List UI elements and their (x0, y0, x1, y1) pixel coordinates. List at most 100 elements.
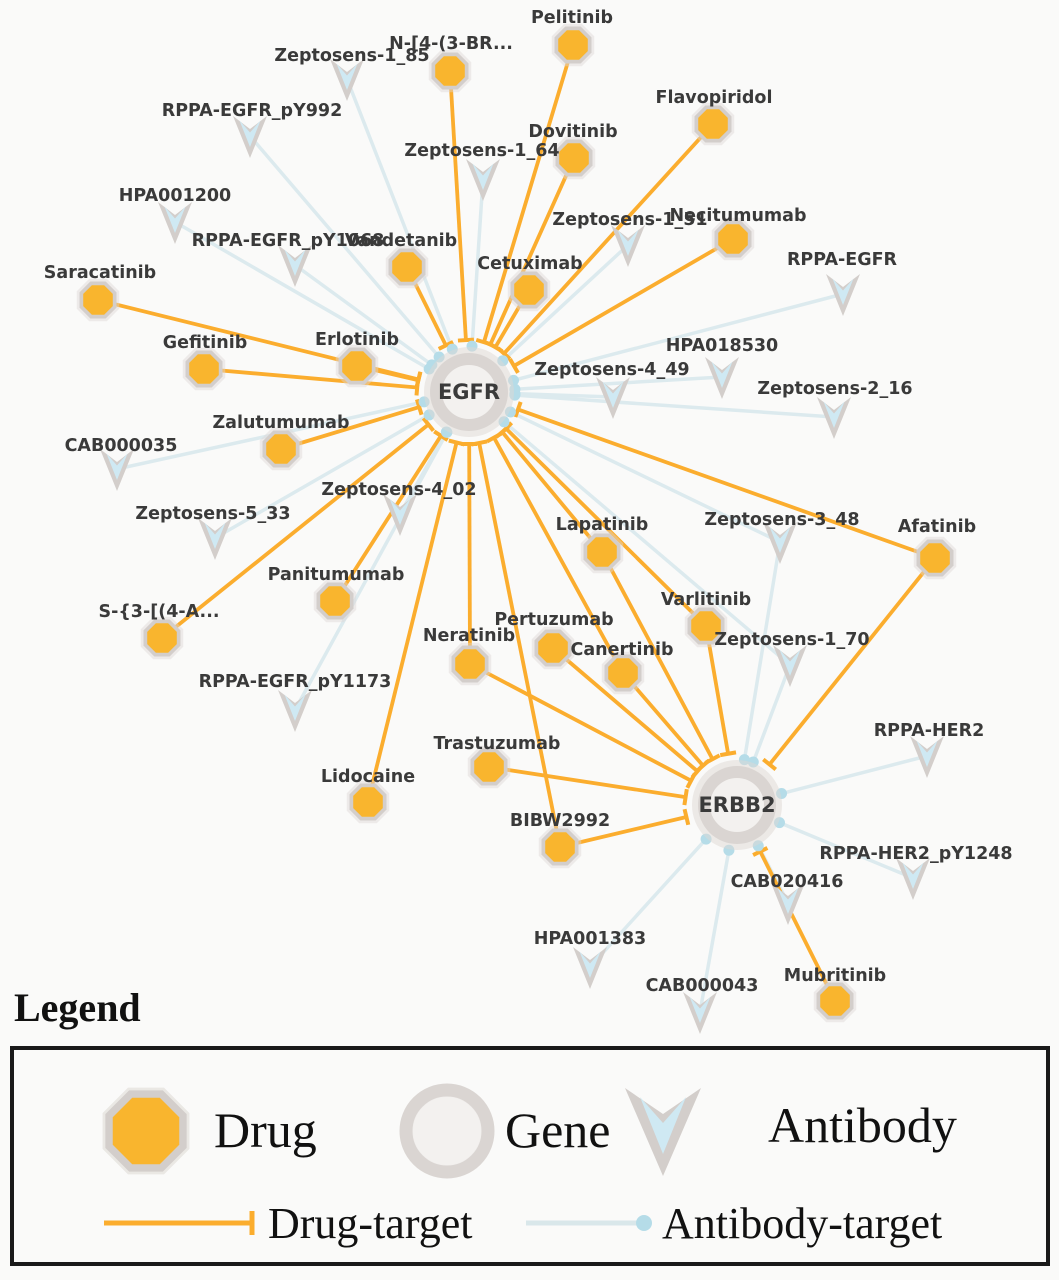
antibody-chevron (204, 522, 226, 549)
antibody-chevron (777, 887, 799, 914)
node-erlotinib[interactable] (335, 344, 379, 388)
node-zeptosens_4_02[interactable] (383, 494, 417, 536)
node-hpa001200[interactable] (158, 202, 192, 244)
node-egfr[interactable]: EGFR (424, 347, 514, 437)
node-saracatinib[interactable] (76, 278, 120, 322)
node-hpa001383[interactable] (573, 947, 607, 989)
antibody-chevron (284, 249, 306, 276)
edge-rppa_egfr_py1173-egfr (293, 431, 449, 711)
node-label-flavopiridol: Flavopiridol (656, 88, 773, 108)
node-n_4_3br[interactable] (428, 49, 472, 93)
antibody-chevron (239, 120, 261, 147)
drug-octagon (455, 649, 485, 679)
node-s_3_4a[interactable] (140, 616, 184, 660)
edge-zeptosens_4_49-egfr (514, 391, 614, 399)
node-label-cetuximab: Cetuximab (477, 254, 582, 274)
edge-flavopiridol-egfr (502, 122, 715, 355)
drug-octagon (353, 787, 383, 817)
node-zeptosens_5_33[interactable] (198, 518, 232, 560)
node-cab000043[interactable] (683, 992, 717, 1034)
antibody-chevron (902, 862, 924, 889)
drug-target-tee (498, 421, 514, 436)
node-afatinib[interactable] (913, 536, 957, 580)
node-label-dovitinib: Dovitinib (528, 122, 617, 142)
node-rppa_egfr_py1173[interactable] (278, 690, 312, 732)
node-bibw2992[interactable] (538, 825, 582, 869)
node-dovitinib[interactable] (552, 136, 596, 180)
node-flavopiridol[interactable] (691, 102, 735, 146)
node-label-hpa001383: HPA001383 (534, 929, 646, 949)
node-label-rppa_egfr: RPPA-EGFR (787, 250, 898, 270)
node-lidocaine[interactable] (346, 780, 390, 824)
edge-n_4_3br-egfr (448, 70, 468, 341)
drug-target-tee (421, 417, 435, 433)
node-gefitinib[interactable] (182, 347, 226, 391)
node-label-s_3_4a: S-{3-[(4-A... (98, 602, 219, 622)
node-label-gefitinib: Gefitinib (163, 333, 248, 353)
node-zeptosens_1_64[interactable] (466, 159, 500, 201)
edge-panitumumab-egfr (333, 434, 443, 603)
node-zeptosens_1_70[interactable] (773, 645, 807, 687)
node-zeptosens_4_49[interactable] (596, 377, 630, 419)
edge-rppa_egfr_py1068-egfr (293, 263, 433, 367)
node-rppa_her2_py1248[interactable] (896, 858, 930, 900)
edge-varlitinib-egfr (504, 427, 708, 628)
node-erbb2[interactable]: ERBB2 (692, 760, 782, 850)
node-hpa018530[interactable] (705, 357, 739, 399)
drug-octagon (691, 611, 721, 641)
node-label-rppa_her2: RPPA-HER2 (874, 721, 985, 741)
node-canertinib[interactable] (601, 651, 645, 695)
drug-octagon (392, 252, 422, 282)
node-panitumumab[interactable] (313, 579, 357, 623)
node-label-saracatinib: Saracatinib (44, 263, 156, 283)
legend-gene-label: Gene (505, 1102, 611, 1158)
node-rppa_egfr_py992[interactable] (233, 116, 267, 158)
node-zeptosens_2_16[interactable] (817, 397, 851, 439)
node-pertuzumab[interactable] (531, 626, 575, 670)
gene-label: ERBB2 (698, 793, 775, 817)
node-varlitinib[interactable] (684, 604, 728, 648)
antibody-chevron (617, 229, 639, 256)
antibody-target-edge-icon (526, 1215, 652, 1231)
antibody-chevron (472, 163, 494, 190)
antibody-chevron (336, 63, 358, 90)
node-vandetanib[interactable] (385, 245, 429, 289)
edge-rppa_egfr_py992-egfr (248, 134, 441, 359)
node-zeptosens_1_51[interactable] (611, 225, 645, 267)
node-rppa_egfr_py1068[interactable] (278, 245, 312, 287)
drug-octagon (189, 354, 219, 384)
drug-octagon (558, 30, 588, 60)
node-trastuzumab[interactable] (467, 745, 511, 789)
node-label-hpa001200: HPA001200 (119, 186, 231, 206)
node-pelitinib[interactable] (551, 23, 595, 67)
node-zeptosens_1_85[interactable] (330, 59, 364, 101)
legend-antibody-label: Antibody (768, 1097, 957, 1153)
node-rppa_egfr[interactable] (826, 274, 860, 316)
node-label-hpa018530: HPA018530 (666, 336, 778, 356)
node-zalutumumab[interactable] (259, 427, 303, 471)
node-label-rppa_egfr_py1173: RPPA-EGFR_pY1173 (199, 672, 392, 692)
node-cab020416[interactable] (771, 883, 805, 925)
node-label-trastuzumab: Trastuzumab (434, 734, 561, 754)
drug-octagon (920, 543, 950, 573)
node-label-zeptosens_1_51: Zeptosens-1_51 (552, 210, 707, 230)
drug-target-tee (433, 429, 449, 442)
node-mubritinib[interactable] (813, 979, 857, 1023)
node-cab000035[interactable] (100, 449, 134, 491)
edge-zeptosens_1_70-egfr (502, 420, 792, 667)
antibody-chevron (284, 694, 306, 721)
node-label-neratinib: Neratinib (423, 626, 515, 646)
node-necitumumab[interactable] (711, 217, 755, 261)
node-label-pertuzumab: Pertuzumab (494, 610, 613, 630)
node-label-zeptosens_4_49: Zeptosens-4_49 (534, 360, 689, 380)
drug-octagon (474, 752, 504, 782)
node-zeptosens_3_48[interactable] (763, 522, 797, 564)
legend-title: Legend (14, 985, 141, 1030)
node-lapatinib[interactable] (580, 530, 624, 574)
node-neratinib[interactable] (448, 642, 492, 686)
edge-rppa_her2_py1248-erbb2 (778, 821, 914, 880)
node-rppa_her2[interactable] (910, 736, 944, 778)
node-cetuximab[interactable] (507, 268, 551, 312)
edge-canertinib-egfr (492, 436, 625, 674)
